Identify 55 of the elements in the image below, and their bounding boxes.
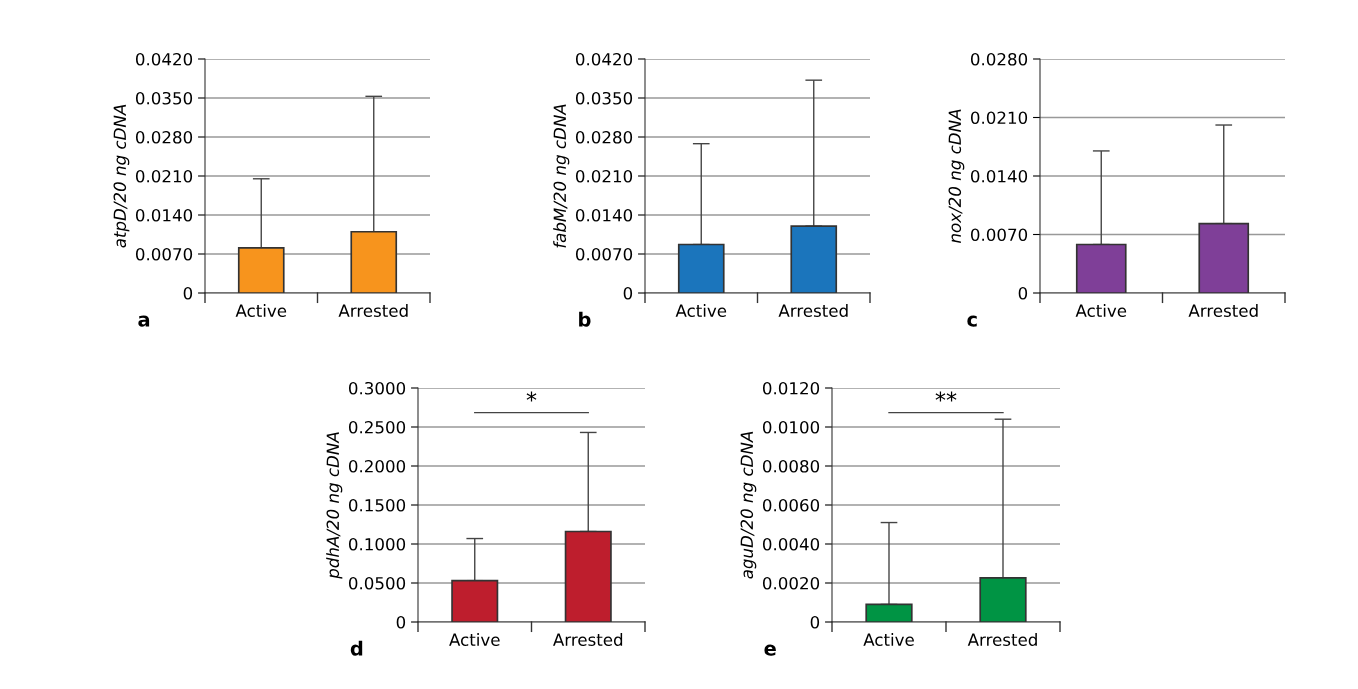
y-tick-label: 0.0070 — [970, 228, 1028, 242]
y-tick-label: 0.0140 — [575, 208, 633, 222]
y-tick-label: 0.0100 — [762, 420, 820, 434]
y-tick-label: 0.0280 — [575, 130, 633, 144]
x-tick-label: Arrested — [1188, 304, 1258, 318]
y-axis-title: aguD/20 ng cDNA — [740, 431, 757, 579]
y-tick-label: 0.0280 — [970, 52, 1028, 66]
y-axis-title: fabM/20 ng cDNA — [553, 104, 570, 248]
y-tick-label: 0 — [183, 286, 193, 300]
y-tick-label: 0.3000 — [348, 381, 406, 395]
y-tick-label: 0.0420 — [575, 52, 633, 66]
y-tick-label: 0.2000 — [348, 459, 406, 473]
y-tick-label: 0.0080 — [762, 459, 820, 473]
y-axis-title: pdhA/20 ng cDNA — [326, 432, 343, 579]
annotation: ** — [935, 391, 957, 402]
y-tick-label: 0.1500 — [348, 498, 406, 512]
x-tick-label: Active — [675, 304, 727, 318]
y-tick-label: 0.0020 — [762, 576, 820, 590]
y-tick-label: 0 — [396, 615, 406, 629]
text: e — [764, 644, 776, 656]
x-tick-label: Arrested — [338, 304, 408, 318]
y-tick-label: 0.0210 — [135, 169, 193, 183]
x-tick-label: Arrested — [553, 633, 623, 647]
y-tick-label: 0.0350 — [135, 91, 193, 105]
y-tick-label: 0 — [623, 286, 633, 300]
y-tick-label: 0.0500 — [348, 576, 406, 590]
text: b — [579, 311, 591, 327]
x-tick-label: Active — [863, 633, 914, 647]
y-tick-label: 0.0210 — [970, 111, 1028, 125]
y-tick-label: 0.0120 — [762, 381, 820, 395]
text: a — [138, 315, 150, 327]
x-tick-label: Arrested — [967, 633, 1037, 647]
y-tick-label: 0.2500 — [348, 420, 406, 434]
y-tick-label: 0.0060 — [762, 498, 820, 512]
x-tick-label: Active — [449, 633, 500, 647]
y-tick-label: 0 — [1018, 286, 1028, 300]
y-axis-title: nox/20 ng cDNA — [948, 109, 965, 243]
x-tick-label: Active — [1075, 304, 1127, 318]
y-tick-label: 0.0350 — [575, 91, 633, 105]
y-tick-label: 0.0210 — [575, 169, 633, 183]
y-tick-label: 0.1000 — [348, 537, 406, 551]
y-tick-label: 0.0040 — [762, 537, 820, 551]
y-tick-label: 0 — [810, 615, 820, 629]
y-tick-label: 0.0070 — [575, 247, 633, 261]
text: d — [350, 640, 363, 656]
text: c — [967, 315, 977, 327]
y-tick-label: 0.0140 — [970, 169, 1028, 183]
y-tick-label: 0.0070 — [135, 247, 193, 261]
x-tick-label: Arrested — [778, 304, 848, 318]
annotation: * — [526, 391, 537, 402]
x-tick-label: Active — [235, 304, 287, 318]
y-axis-title: atpD/20 ng cDNA — [113, 104, 130, 248]
y-tick-label: 0.0140 — [135, 208, 193, 222]
y-tick-label: 0.0280 — [135, 130, 193, 144]
y-tick-label: 0.0420 — [135, 52, 193, 66]
